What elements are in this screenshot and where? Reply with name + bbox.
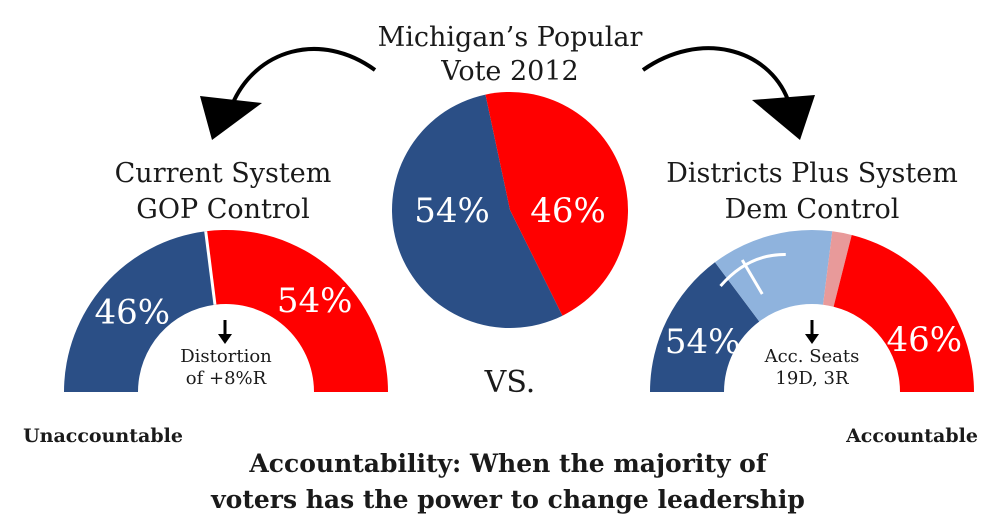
popular-vote-pie: 54% 46% bbox=[392, 92, 629, 328]
distortion-label-line-1: Distortion bbox=[180, 346, 272, 367]
gauge-arc-gop bbox=[833, 234, 974, 392]
footer-line-1: Accountability: When the majority of bbox=[248, 449, 768, 478]
down-arrow-icon bbox=[218, 320, 232, 344]
gauge-label-dem: 46% bbox=[94, 292, 170, 332]
gauge-arc-dem bbox=[650, 262, 760, 392]
gauge-arc-gop-accountability bbox=[823, 231, 852, 307]
districts-plus-title-line-1: Districts Plus System bbox=[666, 158, 958, 189]
footer-line-2: voters has the power to change leadershi… bbox=[210, 485, 805, 514]
gauge-arc-gop bbox=[205, 230, 388, 392]
unaccountable-caption: Unaccountable bbox=[23, 425, 183, 447]
districts-plus-gauge: 54% 46% bbox=[650, 230, 974, 392]
districts-plus-title-line-2: Dem Control bbox=[725, 194, 900, 225]
right-arrow-head bbox=[752, 95, 815, 140]
distortion-label-line-2: of +8%R bbox=[186, 368, 267, 389]
current-system-gauge: 46% 54% bbox=[64, 230, 388, 392]
vs-label: VS. bbox=[484, 365, 536, 400]
current-system-title-line-2: GOP Control bbox=[136, 194, 309, 225]
popular-vote-title-line-2: Vote 2012 bbox=[440, 56, 578, 87]
left-arrow-head bbox=[200, 96, 262, 140]
acc-seats-label-line-2: 19D, 3R bbox=[775, 368, 849, 389]
acc-seats-label-line-1: Acc. Seats bbox=[764, 346, 860, 367]
left-arrow-curve bbox=[230, 46, 377, 106]
pie-label-gop: 46% bbox=[530, 191, 606, 231]
gauge-arc-dem bbox=[64, 231, 215, 392]
accountability-brace bbox=[719, 252, 786, 295]
pie-slice-gop bbox=[485, 92, 629, 316]
gauge-label-dem: 54% bbox=[665, 322, 741, 362]
gauge-arc-dem-accountability bbox=[714, 230, 833, 322]
pie-label-dem: 54% bbox=[414, 191, 490, 231]
popular-vote-title-line-1: Michigan’s Popular bbox=[378, 22, 643, 53]
accountable-caption: Accountable bbox=[845, 425, 978, 447]
gauge-label-gop: 54% bbox=[277, 281, 353, 321]
right-arrow-curve bbox=[641, 46, 790, 101]
current-system-title-line-1: Current System bbox=[115, 158, 332, 189]
down-arrow-icon bbox=[805, 320, 819, 344]
pie-slice-dem bbox=[392, 94, 563, 328]
gauge-divider bbox=[204, 231, 217, 305]
gauge-label-gop: 46% bbox=[887, 320, 963, 360]
